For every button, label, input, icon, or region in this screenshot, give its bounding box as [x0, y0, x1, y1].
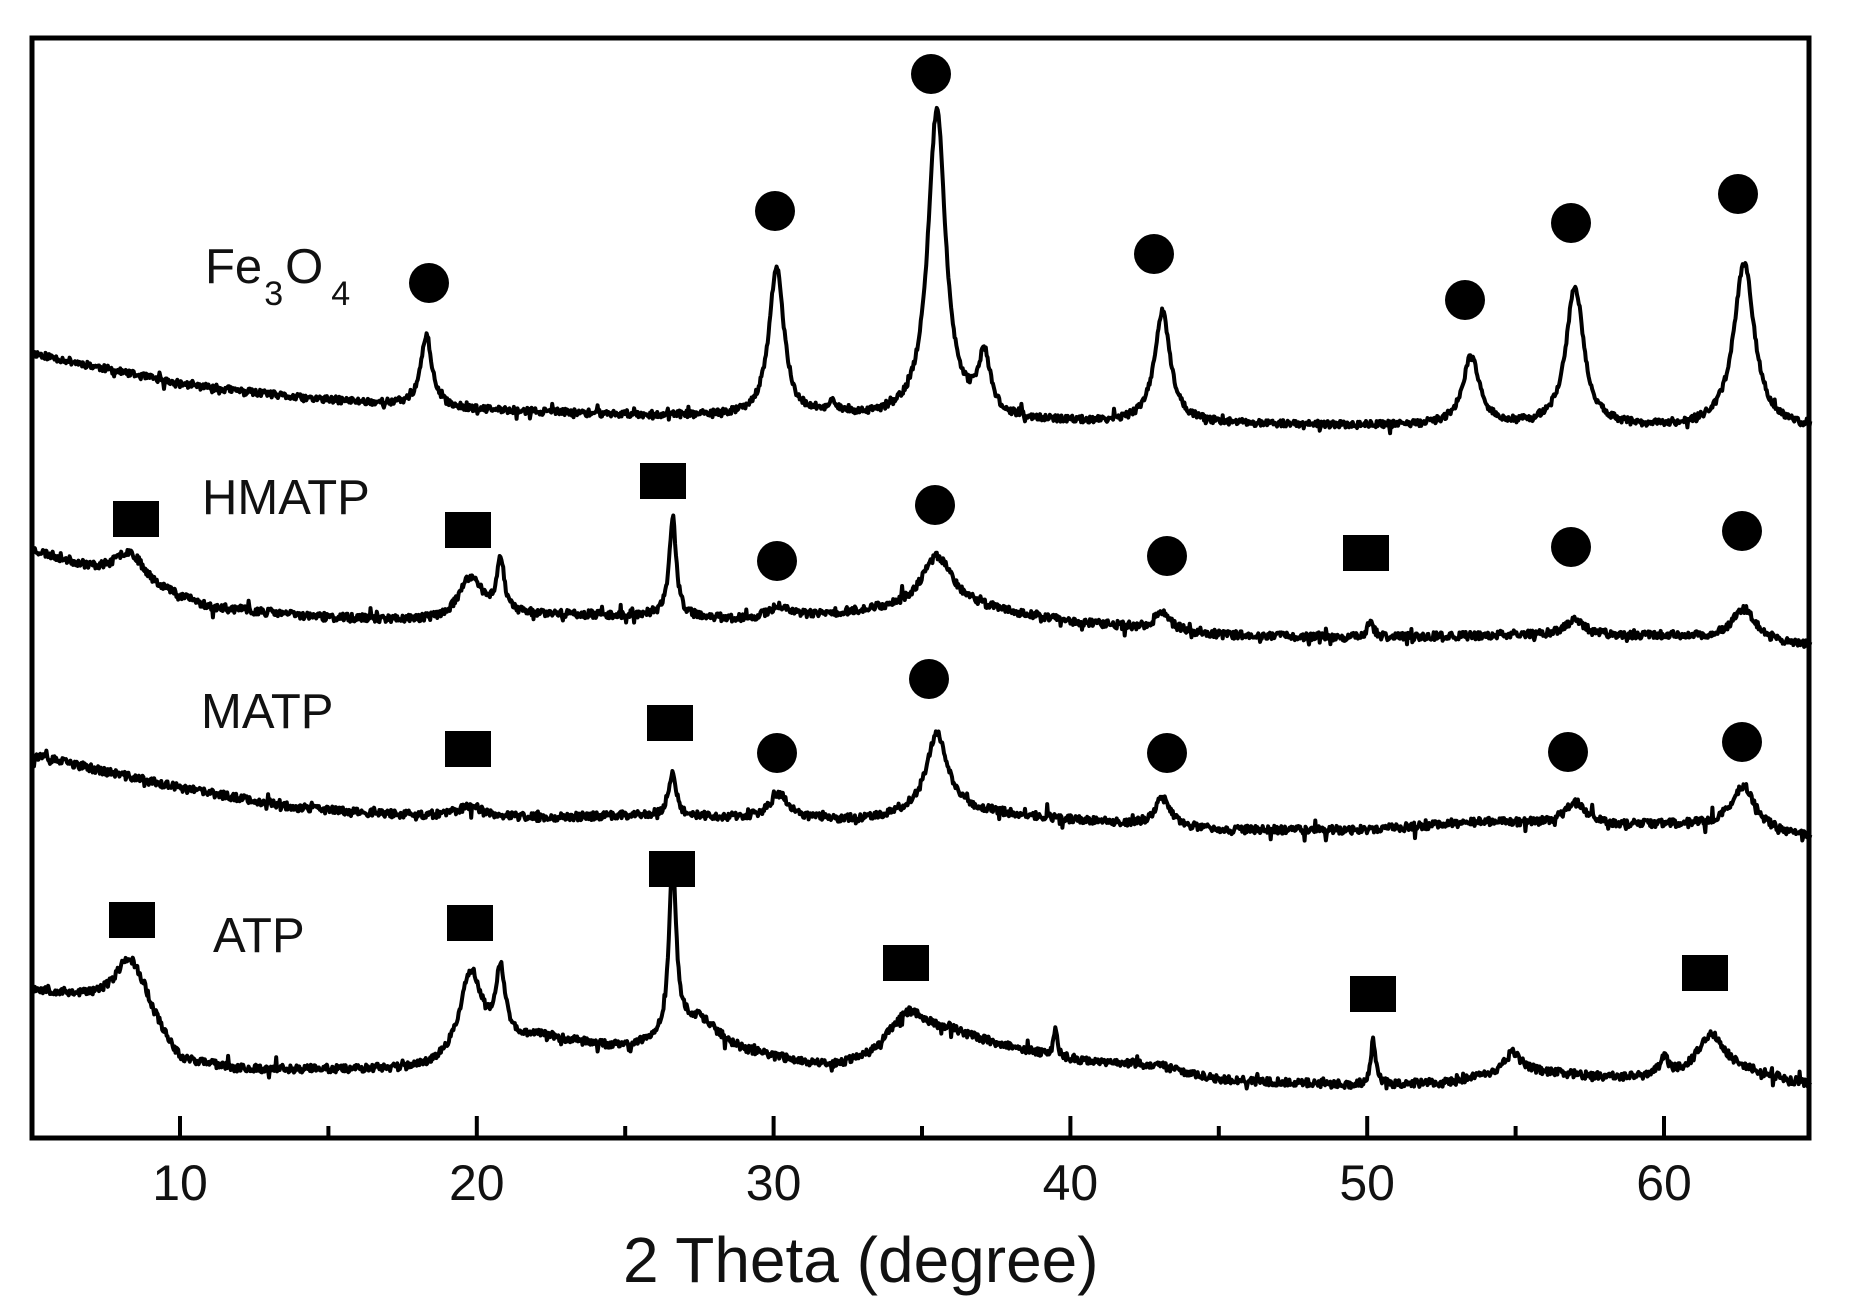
square-marker-icon [109, 902, 155, 938]
square-marker-icon [649, 851, 695, 887]
series-label-hmatp: HMATP [202, 471, 370, 525]
circle-marker-icon [1551, 203, 1591, 243]
square-marker-icon [1350, 976, 1396, 1012]
circle-marker-icon [757, 733, 797, 773]
trace-matp [31, 729, 1813, 843]
phase-markers [109, 54, 1762, 1012]
diffraction-traces [31, 105, 1813, 1091]
x-tick-label: 60 [1636, 1155, 1692, 1211]
x-tick-label: 20 [449, 1155, 505, 1211]
circle-marker-icon [915, 485, 955, 525]
x-axis-title: 2 Theta (degree) [623, 1224, 1099, 1296]
square-marker-icon [640, 463, 686, 499]
circle-marker-icon [1722, 722, 1762, 762]
trace-fe3o4 [31, 105, 1813, 436]
circle-marker-icon [1722, 511, 1762, 551]
series-label-matp: MATP [201, 685, 333, 739]
square-marker-icon [1343, 535, 1389, 571]
square-marker-icon [647, 705, 693, 741]
circle-marker-icon [1147, 733, 1187, 773]
x-axis-ticks [178, 1116, 1666, 1138]
circle-marker-icon [755, 191, 795, 231]
series-label-fe3o4: Fe3O 4 [205, 240, 350, 313]
circle-marker-icon [909, 659, 949, 699]
circle-marker-icon [1551, 527, 1591, 567]
circle-marker-icon [911, 54, 951, 94]
circle-marker-icon [1718, 174, 1758, 214]
circle-marker-icon [757, 541, 797, 581]
series-label-atp: ATP [213, 909, 305, 963]
x-axis-tick-labels: 10 20 30 40 50 60 [152, 1155, 1692, 1211]
x-tick-label: 50 [1339, 1155, 1395, 1211]
trace-atp [31, 853, 1813, 1091]
square-marker-icon [445, 512, 491, 548]
trace-hmatp [31, 513, 1813, 649]
square-marker-icon [447, 905, 493, 941]
circle-marker-icon [409, 263, 449, 303]
x-tick-label: 40 [1043, 1155, 1099, 1211]
square-marker-icon [1682, 955, 1728, 991]
square-marker-icon [113, 501, 159, 537]
circle-marker-icon [1134, 234, 1174, 274]
circle-marker-icon [1548, 732, 1588, 772]
square-marker-icon [883, 945, 929, 981]
circle-marker-icon [1445, 280, 1485, 320]
x-tick-label: 10 [152, 1155, 208, 1211]
x-tick-label: 30 [746, 1155, 802, 1211]
series-labels: Fe3O 4 HMATP MATP ATP [201, 240, 370, 963]
square-marker-icon [445, 731, 491, 767]
circle-marker-icon [1147, 536, 1187, 576]
